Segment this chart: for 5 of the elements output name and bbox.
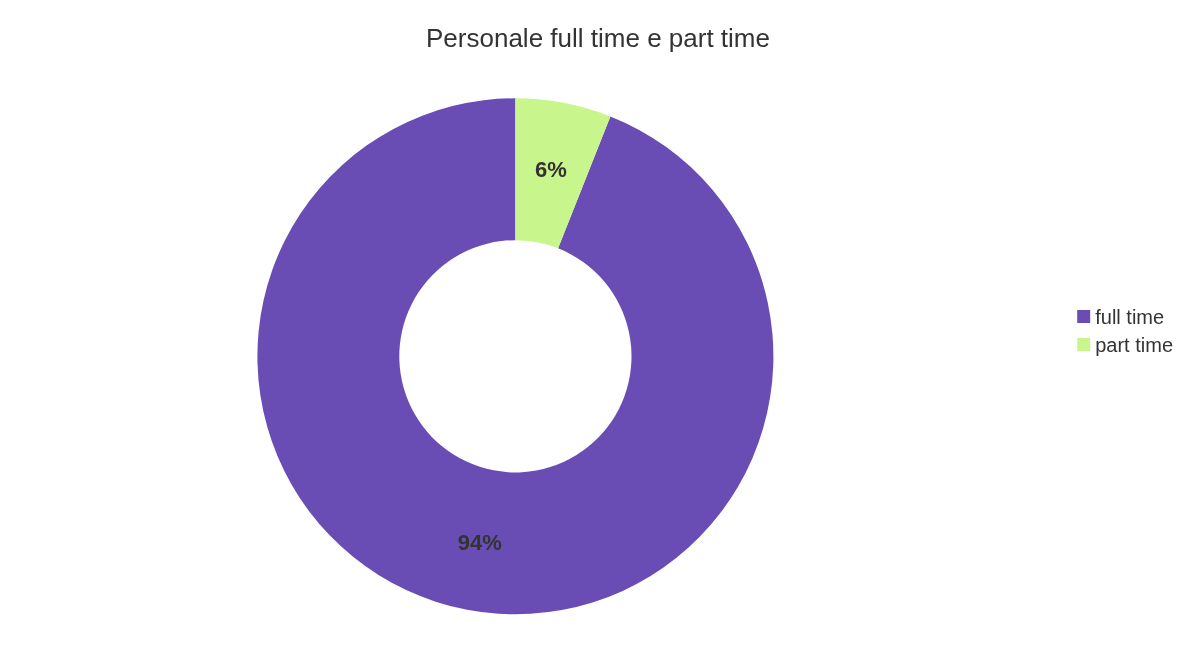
data-label: 94% xyxy=(457,530,502,556)
chart-title: Personale full time e part time xyxy=(426,23,770,53)
legend-label: part time xyxy=(1095,333,1174,356)
legend-label: full time xyxy=(1095,305,1165,328)
data-label: 6% xyxy=(535,157,567,183)
